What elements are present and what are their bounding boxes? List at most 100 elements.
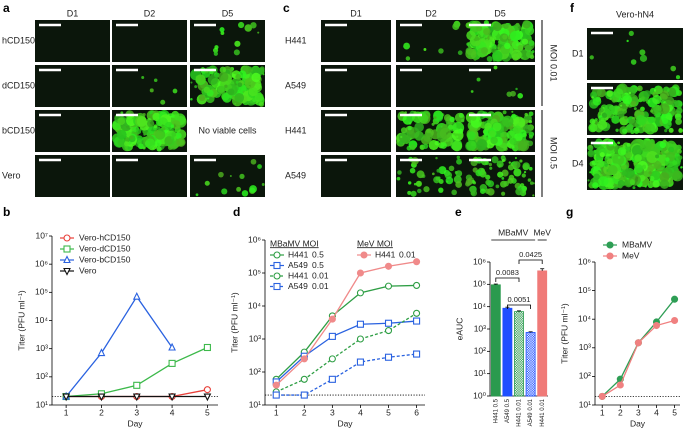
fluorescence xyxy=(194,85,198,89)
fluorescence xyxy=(531,50,535,54)
marker xyxy=(606,241,614,249)
fluorescence xyxy=(649,183,654,187)
fluorescence xyxy=(254,92,264,102)
fluorescence xyxy=(665,96,675,106)
significance-bracket xyxy=(495,277,520,282)
fluorescence xyxy=(647,116,655,124)
panel-letter: a xyxy=(3,1,10,15)
fluorescence xyxy=(217,85,225,93)
fluorescence xyxy=(490,136,498,145)
micrograph xyxy=(465,155,535,197)
fluorescence xyxy=(523,170,527,174)
fluorescence xyxy=(665,125,670,130)
fluorescence xyxy=(224,84,228,88)
fluorescence xyxy=(668,146,675,153)
fluorescence xyxy=(249,185,257,193)
fluorescence xyxy=(195,193,199,197)
fluorescence xyxy=(675,75,681,80)
row-label: H441 xyxy=(285,35,307,45)
fluorescence xyxy=(455,170,463,177)
fluorescence xyxy=(501,115,514,127)
marker xyxy=(300,355,308,363)
fluorescence xyxy=(612,153,625,166)
marker xyxy=(356,335,364,343)
fluorescence xyxy=(598,107,604,113)
x-tick-label: 1 xyxy=(600,407,605,417)
fluorescence xyxy=(504,42,511,50)
marker xyxy=(132,393,141,402)
no-cells-note: No viable cells xyxy=(198,125,257,135)
marker xyxy=(63,234,71,242)
y-tick-label: 10⁴ xyxy=(578,313,591,323)
panel-letter: f xyxy=(570,1,575,15)
fluorescence xyxy=(486,135,489,138)
x-tick-label: 4 xyxy=(170,407,175,417)
column-header: D1 xyxy=(350,8,362,18)
legend-label: 0.01 xyxy=(399,249,416,259)
micrograph xyxy=(112,155,187,197)
row-label: H441 xyxy=(285,125,307,135)
fluorescence xyxy=(460,118,465,123)
marker xyxy=(132,291,141,300)
fluorescence xyxy=(626,123,634,131)
micrograph-bg xyxy=(587,28,683,80)
marker xyxy=(652,321,661,330)
fluorescence xyxy=(176,137,186,147)
micrograph-bg xyxy=(35,20,110,62)
legend-label: Vero-bCD150 xyxy=(79,254,131,264)
series-line xyxy=(275,320,417,383)
p-value: 0.0051 xyxy=(508,295,531,304)
x-tick-label: 4 xyxy=(654,407,659,417)
fluorescence xyxy=(436,168,441,173)
fluorescence xyxy=(465,48,477,60)
fluorescence xyxy=(415,180,422,187)
fluorescence xyxy=(440,142,447,149)
y-tick-label: 10⁰ xyxy=(473,390,486,400)
fluorescence xyxy=(125,137,130,143)
series-line xyxy=(276,353,417,396)
marker xyxy=(356,358,364,366)
marker xyxy=(384,262,393,270)
marker xyxy=(598,392,606,400)
marker xyxy=(97,393,106,402)
marker xyxy=(203,343,211,352)
fluorescence xyxy=(483,27,491,36)
fluorescence xyxy=(149,88,154,93)
fluorescence xyxy=(227,88,235,95)
marker xyxy=(133,381,141,389)
marker xyxy=(356,289,364,297)
fluorescence xyxy=(438,187,444,193)
fluorescence xyxy=(517,140,530,152)
fluorescence xyxy=(650,109,654,113)
fluorescence xyxy=(491,156,499,164)
bar xyxy=(525,332,536,397)
fluorescence xyxy=(117,139,126,147)
column-header: D2 xyxy=(144,8,156,18)
fluorescence xyxy=(653,104,662,114)
marker xyxy=(63,267,71,276)
fluorescence xyxy=(648,180,652,184)
fluorescence xyxy=(622,94,632,105)
fluorescence xyxy=(677,149,682,154)
fluorescence xyxy=(634,154,642,162)
fluorescence xyxy=(675,118,682,125)
fluorescence xyxy=(617,141,621,145)
micrograph-bg xyxy=(321,110,391,152)
fluorescence xyxy=(488,130,496,138)
fluorescence xyxy=(422,143,429,149)
fluorescence xyxy=(606,90,613,97)
legend-label: MeV xyxy=(622,250,640,260)
fluorescence xyxy=(626,142,631,147)
x-tick-label: 1 xyxy=(64,407,69,417)
fluorescence xyxy=(509,30,521,42)
fluorescence xyxy=(127,146,131,150)
fluorescence xyxy=(484,37,487,40)
y-tick-label: 10⁶ xyxy=(35,258,48,268)
fluorescence xyxy=(611,115,620,124)
fluorescence xyxy=(470,189,478,197)
fluorescence xyxy=(626,39,629,43)
fluorescence xyxy=(513,161,521,169)
fluorescence xyxy=(589,118,596,125)
fluorescence xyxy=(120,111,124,115)
legend-label: A549 xyxy=(288,260,308,270)
